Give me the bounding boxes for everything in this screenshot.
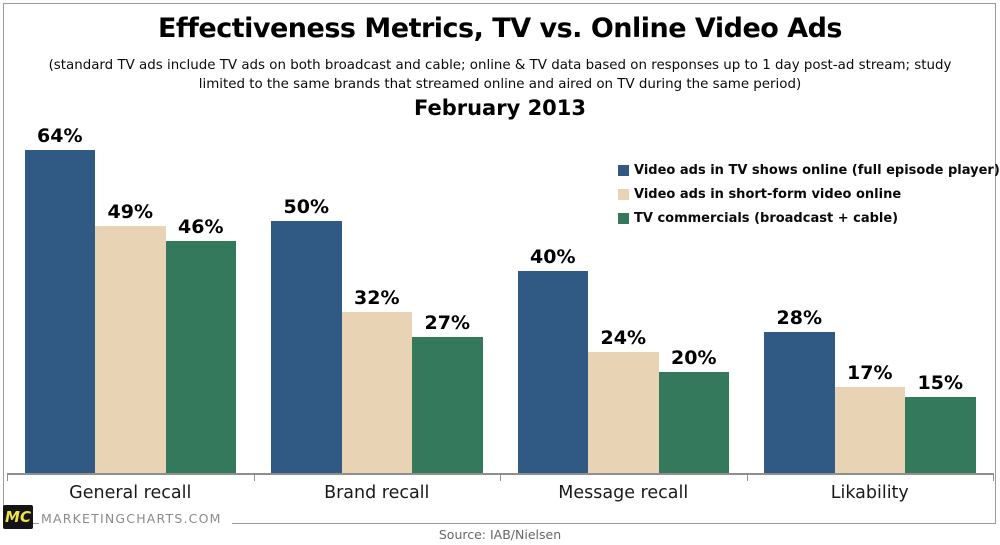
bar-column: 24% [588, 327, 659, 473]
bar-group: 28% 17% 15% [747, 120, 994, 473]
source-label: Source: IAB/Nielsen [438, 527, 562, 542]
bar-value-label: 15% [917, 372, 963, 395]
legend-swatch [618, 212, 629, 224]
legend-label: Video ads in TV shows online (full episo… [634, 162, 1000, 178]
marketingcharts-logo: MC [3, 505, 33, 529]
bar-group: 50% 32% 27% [254, 120, 501, 473]
bar-column: 32% [341, 286, 412, 473]
bar-column: 17% [834, 362, 905, 473]
bar [588, 352, 659, 473]
bar [271, 220, 342, 473]
bar [341, 311, 412, 473]
bar-value-label: 64% [37, 125, 83, 148]
bar-column: 50% [271, 196, 342, 473]
x-axis-tick [7, 473, 8, 481]
category-label: Message recall [558, 483, 689, 503]
bar-group: 40% 24% 20% [500, 120, 747, 473]
bar-value-label: 27% [424, 311, 470, 334]
site-label: MARKETINGCHARTS.COM [39, 511, 232, 528]
category-labels: General recall Brand recall Message recall… [7, 483, 993, 503]
x-axis-tick [253, 473, 255, 481]
legend: Video ads in TV shows online (full episo… [618, 158, 1000, 230]
legend-swatch [618, 188, 629, 200]
bar-group: 64% 49% 46% [7, 120, 254, 473]
legend-item: Video ads in TV shows online (full episo… [618, 158, 1000, 182]
legend-item: Video ads in short-form video online [618, 182, 1000, 206]
category-label: Brand recall [324, 483, 430, 503]
category-label: Likability [830, 483, 909, 503]
bar-column: 49% [95, 201, 166, 473]
bar-column: 40% [517, 246, 588, 473]
bar [412, 336, 483, 473]
bar-value-label: 24% [600, 327, 646, 349]
bar-value-label: 20% [671, 347, 717, 370]
x-axis-tick [500, 473, 501, 481]
chart-period: February 2013 [413, 96, 587, 120]
legend-label: TV commercials (broadcast + cable) [634, 210, 899, 226]
legend-label: Video ads in short-form video online [634, 186, 902, 202]
bar [834, 387, 905, 473]
bar-value-label: 28% [776, 306, 822, 329]
bar [764, 331, 835, 473]
bar-value-label: 40% [530, 246, 576, 269]
bar-value-label: 50% [283, 195, 329, 218]
bar-value-label: 17% [847, 362, 893, 385]
bar [165, 241, 236, 473]
x-axis-tick [993, 473, 994, 481]
category-label: General recall [69, 483, 192, 503]
bar [905, 397, 976, 473]
legend-swatch [618, 164, 629, 176]
bar-column: 15% [905, 372, 976, 473]
plot-area: 64% 49% 46% 50% 32% 27% 40% 24% 20% 28% 17% 15% [7, 120, 993, 473]
bar-column: 28% [764, 307, 835, 473]
bar-column: 27% [412, 312, 483, 473]
chart-title: Effectiveness Metrics, TV vs. Online Vid… [157, 13, 843, 44]
bar-value-label: 46% [178, 216, 224, 238]
bar-column: 46% [165, 216, 236, 473]
bar-value-label: 32% [354, 286, 400, 309]
bar [24, 150, 95, 473]
bar-column: 20% [658, 347, 729, 473]
bar-column: 64% [24, 125, 95, 473]
bar [95, 225, 166, 473]
x-axis-tick [746, 473, 748, 481]
bar [517, 271, 588, 473]
bar [658, 372, 729, 473]
legend-item: TV commercials (broadcast + cable) [618, 206, 1000, 230]
chart-subtitle: (standard TV ads include TV ads on both … [48, 58, 952, 92]
bar-value-label: 49% [107, 200, 153, 223]
